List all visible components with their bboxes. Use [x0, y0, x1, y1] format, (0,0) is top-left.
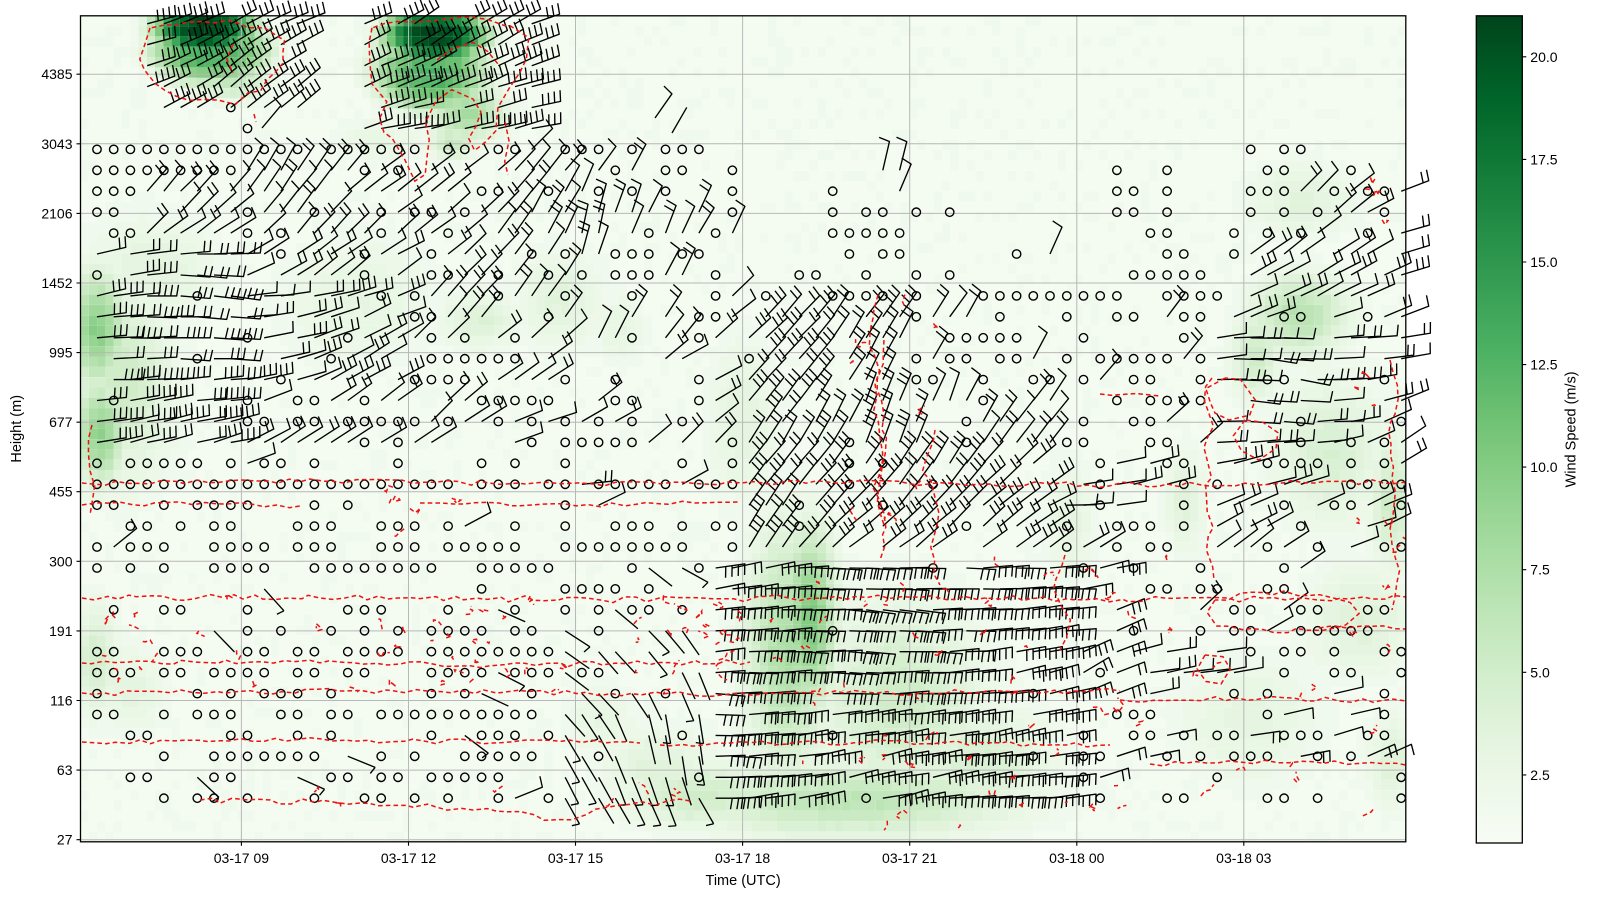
svg-text:995: 995 [49, 345, 73, 361]
svg-text:116: 116 [50, 693, 73, 709]
svg-text:03-18 03: 03-18 03 [1216, 850, 1271, 866]
svg-text:5.0: 5.0 [1530, 664, 1550, 680]
svg-text:300: 300 [49, 553, 73, 569]
svg-text:677: 677 [49, 414, 73, 430]
svg-text:12.5: 12.5 [1530, 357, 1557, 373]
svg-text:20.0: 20.0 [1530, 49, 1557, 65]
svg-text:4385: 4385 [41, 66, 72, 82]
svg-text:3043: 3043 [41, 136, 72, 152]
svg-text:2.5: 2.5 [1530, 767, 1550, 783]
svg-text:Wind Speed (m/s): Wind Speed (m/s) [1564, 371, 1580, 487]
svg-text:03-18 00: 03-18 00 [1049, 850, 1104, 866]
svg-text:27: 27 [57, 832, 73, 848]
svg-text:Time (UTC): Time (UTC) [706, 873, 781, 889]
svg-text:03-17 18: 03-17 18 [715, 850, 770, 866]
svg-text:1452: 1452 [41, 275, 72, 291]
svg-text:191: 191 [49, 623, 73, 639]
svg-text:7.5: 7.5 [1530, 562, 1550, 578]
svg-text:17.5: 17.5 [1530, 151, 1557, 167]
svg-text:03-17 12: 03-17 12 [381, 850, 436, 866]
svg-text:03-17 15: 03-17 15 [548, 850, 603, 866]
svg-text:Height (m): Height (m) [9, 395, 25, 463]
svg-text:455: 455 [49, 484, 73, 500]
svg-text:63: 63 [57, 762, 73, 778]
svg-text:15.0: 15.0 [1530, 254, 1557, 270]
svg-text:03-17 09: 03-17 09 [214, 850, 269, 866]
svg-text:10.0: 10.0 [1530, 459, 1557, 475]
svg-text:2106: 2106 [41, 205, 72, 221]
svg-text:03-17 21: 03-17 21 [882, 850, 937, 866]
